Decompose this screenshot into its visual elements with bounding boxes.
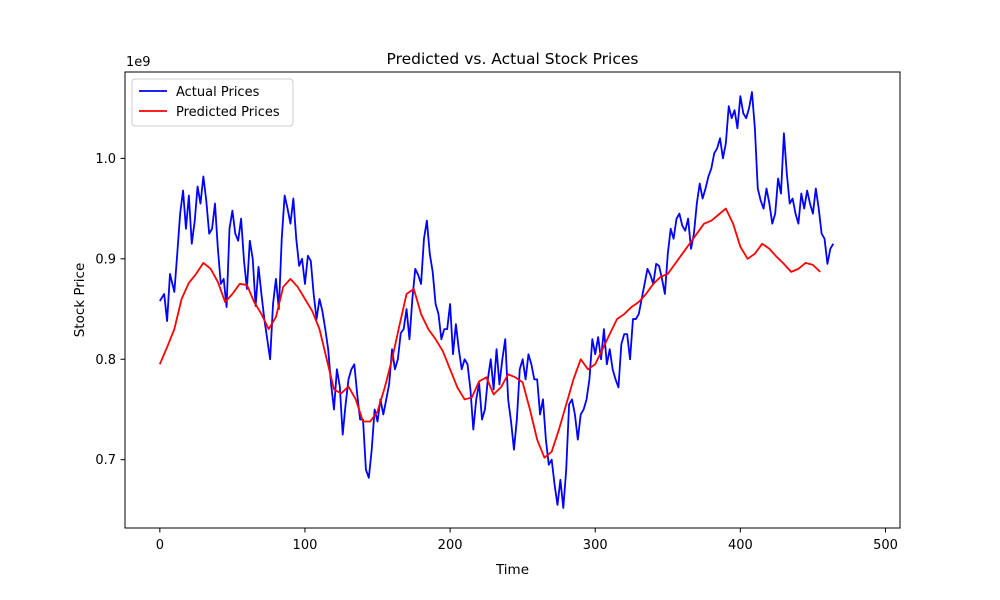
x-axis-label: Time <box>495 562 529 578</box>
legend-label-actual: Actual Prices <box>176 85 260 100</box>
x-tick-label: 500 <box>873 538 898 553</box>
x-tick-label: 300 <box>583 538 608 553</box>
legend-box <box>131 78 294 127</box>
x-tick-label: 100 <box>293 538 318 553</box>
series-line-predicted-prices <box>159 207 821 459</box>
y-axis-label: Stock Price <box>72 263 88 338</box>
y-tick-label: 0.7 <box>95 453 116 468</box>
x-tick-label: 0 <box>156 538 164 553</box>
legend-label-predicted: Predicted Prices <box>176 105 280 120</box>
y-tick-label: 1.0 <box>95 152 116 167</box>
legend: Actual Prices Predicted Prices <box>131 78 294 127</box>
x-tick-label: 200 <box>438 538 463 553</box>
y-tick-label: 0.9 <box>95 252 116 267</box>
chart-title: Predicted vs. Actual Stock Prices <box>387 50 639 68</box>
y-tick-label: 0.8 <box>95 353 116 368</box>
plot-frame <box>124 71 901 529</box>
x-tick-label: 400 <box>728 538 753 553</box>
series-line-actual-prices <box>159 91 835 509</box>
y-offset-text: 1e9 <box>126 55 151 70</box>
